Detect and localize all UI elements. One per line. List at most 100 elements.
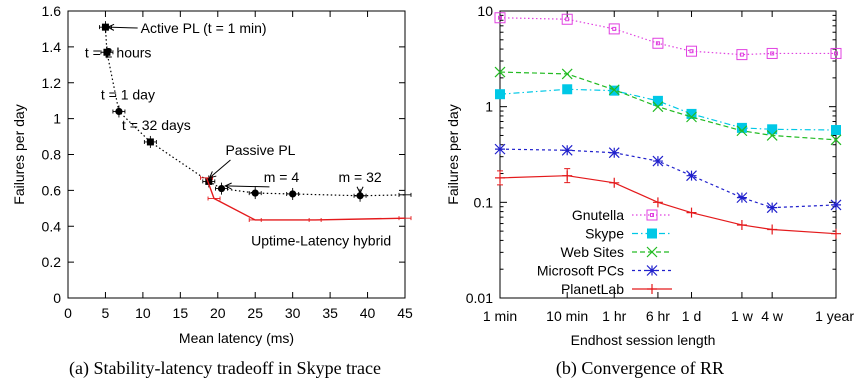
data-point-planetlab (767, 224, 778, 235)
legend-swatch-marker-box (646, 209, 658, 221)
y-axis-label-b: Failures per day (445, 104, 461, 204)
y-tick-label-a: 0.4 (42, 218, 62, 234)
annotation-a: Uptime-Latency hybrid (251, 233, 391, 249)
data-point-planetlab (686, 207, 697, 218)
x-tick-label-b: 1 min (483, 308, 517, 324)
data-point-skype (686, 108, 697, 119)
annotation-a: t = 2 hours (85, 44, 152, 60)
x-tick-label-a: 0 (64, 305, 72, 321)
y-tick-label-a: 1.6 (42, 3, 62, 19)
y-tick-label-a: 1.2 (42, 75, 62, 91)
data-point-gnutella-box (766, 47, 778, 59)
data-point-a (205, 177, 213, 185)
legend-swatch-marker (646, 265, 658, 276)
data-point-a (356, 192, 364, 200)
legend-label: Web Sites (560, 244, 624, 260)
x-tick-label-b: 1 year (815, 308, 854, 324)
data-point-web-sites (736, 125, 748, 137)
series-line-microsoft-pcs (499, 148, 837, 209)
legend-swatch-marker (646, 246, 658, 258)
data-point-web-sites (830, 134, 842, 146)
data-point-microsoft-pcs (494, 143, 506, 155)
y-tick-label-a: 1 (53, 111, 61, 127)
y-tick-label-a: 0.6 (42, 182, 62, 198)
data-point-skype (767, 124, 778, 135)
data-point-planetlab (652, 197, 663, 208)
legend-swatch-marker-dot (650, 213, 654, 217)
x-tick-label-b: 10 min (546, 308, 588, 324)
y-tick-label-b: 0.1 (474, 194, 494, 210)
legend-swatch-marker (647, 228, 657, 239)
data-point-a (251, 189, 259, 197)
data-point-web-sites (686, 111, 697, 123)
data-point-gnutella (686, 45, 698, 57)
data-point-gnutella-box (830, 47, 842, 59)
data-point-gnutella-dot (834, 51, 838, 56)
data-point-gnutella-box (686, 45, 698, 57)
x-axis-label-b: Endhost session length (571, 332, 716, 348)
data-point-planetlab (562, 170, 573, 181)
data-point-web-sites (652, 101, 664, 113)
data-point-gnutella (830, 47, 842, 59)
error-bar-a (308, 217, 322, 222)
x-tick-label-b: 4 w (761, 308, 784, 324)
data-point-web-sites (561, 68, 573, 80)
y-axis-label-a: Failures per day (11, 104, 27, 204)
x-axis-label-a: Mean latency (ms) (179, 330, 294, 346)
error-bar-a (398, 216, 412, 221)
legend-label: Skype (585, 226, 624, 242)
x-tick-label-a: 5 (102, 305, 110, 321)
data-point-a (289, 190, 297, 198)
data-point-gnutella (736, 49, 748, 61)
legend-swatch-marker (646, 209, 658, 221)
annotation-arrow-a (225, 185, 270, 188)
data-point-skype (736, 122, 747, 133)
legend-label: PlanetLab (561, 281, 624, 297)
data-point-planetlab (831, 228, 841, 239)
annotation-a: t = 1 day (101, 86, 155, 102)
data-point-gnutella-dot (498, 15, 502, 20)
data-point-gnutella (652, 37, 664, 49)
data-point-web-sites (766, 130, 778, 141)
legend-swatch-marker (647, 284, 657, 294)
x-tick-label-a: 20 (210, 305, 226, 321)
data-point-planetlab (495, 172, 505, 183)
data-point-planetlab (609, 177, 620, 188)
annotation-arrow-a (107, 26, 138, 29)
data-point-gnutella-dot (565, 17, 570, 22)
data-point-microsoft-pcs (830, 199, 842, 211)
data-point-gnutella-box (561, 13, 573, 25)
data-point-gnutella (494, 12, 506, 24)
x-tick-label-a: 10 (135, 305, 151, 321)
series-line-planetlab (499, 175, 837, 235)
annotation-arrowhead-a (106, 23, 115, 31)
x-tick-label-b: 1 d (682, 308, 701, 324)
annotation-a: Active PL (t = 1 min) (141, 20, 267, 36)
caption-b: (b) Convergence of RR (556, 358, 724, 379)
data-point-a (146, 138, 154, 146)
data-point-microsoft-pcs (766, 202, 778, 214)
x-tick-label-a: 45 (397, 305, 413, 321)
annotation-arrow-a (209, 159, 231, 179)
data-point-gnutella-dot (770, 51, 775, 56)
x-tick-label-a: 30 (285, 305, 301, 321)
data-point-web-sites (608, 84, 620, 96)
data-point-gnutella-box (608, 23, 620, 35)
data-point-planetlab (736, 219, 747, 230)
data-point-gnutella (608, 23, 620, 35)
data-point-gnutella (561, 13, 573, 25)
data-point-gnutella-box (736, 49, 748, 61)
data-point-web-sites (494, 66, 506, 78)
x-tick-label-a: 35 (322, 305, 338, 321)
y-tick-label-b: 1 (485, 99, 493, 115)
chart-a: 0 5 10 15 20 25 30 35 40 45 0 0.2 0.4 0.6 0.8 1 1.2 1.4 1.… (11, 3, 413, 379)
annotation-arrowhead-a (208, 171, 217, 179)
data-point-microsoft-pcs (608, 147, 620, 159)
annotation-a: m = 4 (264, 169, 300, 185)
data-point-gnutella-box (494, 12, 506, 24)
data-point-microsoft-pcs (652, 155, 664, 167)
annotation-a: t = 32 days (122, 117, 191, 133)
data-point-a (115, 107, 123, 116)
series-line-web-sites (499, 71, 837, 141)
